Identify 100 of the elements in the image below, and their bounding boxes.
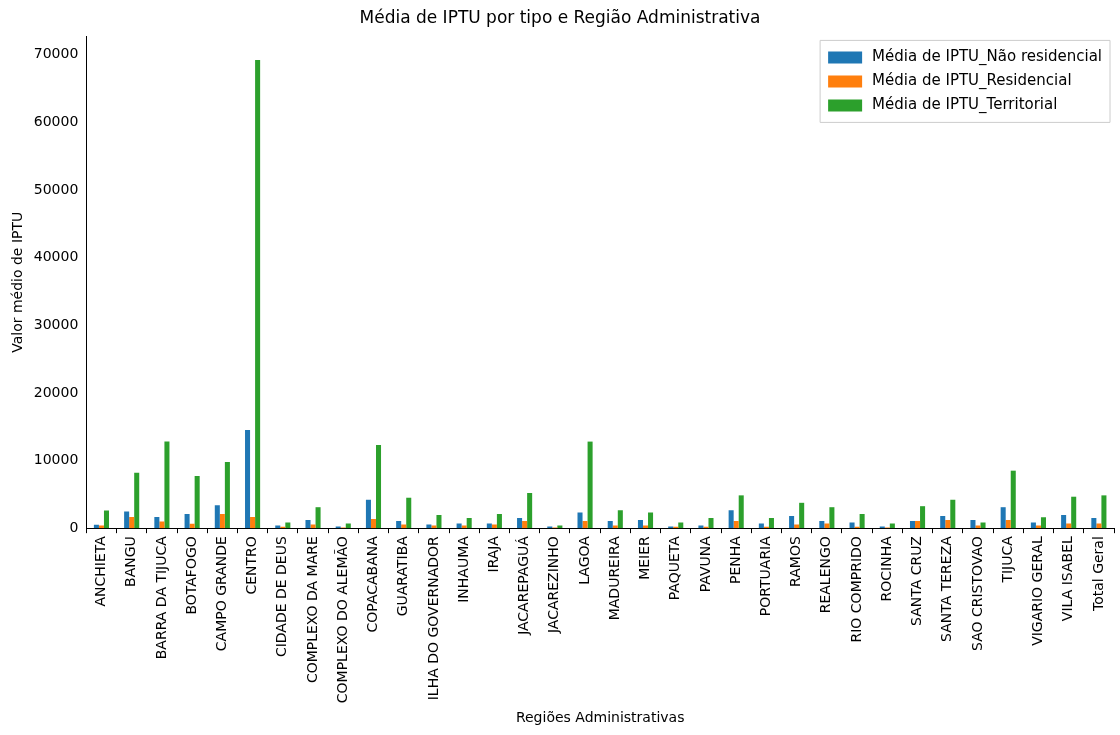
x-tick-label: LAGOA [575, 535, 592, 585]
x-tick-label: SANTA CRUZ [908, 536, 925, 626]
bar [637, 520, 643, 529]
bar [431, 525, 437, 529]
x-axis-title: Regiões Administrativas [515, 709, 685, 726]
x-tick-label: RIO COMPRIDO [847, 536, 864, 643]
legend-label: Média de IPTU_Residencial [872, 71, 1072, 91]
bar [824, 523, 830, 529]
x-tick-label: VILA ISABEL [1059, 535, 1076, 622]
bar [345, 523, 351, 529]
bar [164, 441, 170, 529]
bar [184, 513, 190, 529]
x-tick-label: JACAREZINHO [545, 536, 562, 635]
bar [124, 511, 130, 529]
bar [849, 522, 855, 529]
x-tick-label: IRAJA [485, 535, 502, 573]
bar [305, 520, 311, 529]
x-tick-label: MADUREIRA [605, 535, 622, 621]
bar [909, 521, 916, 529]
bar [285, 522, 291, 529]
bar [768, 518, 774, 529]
x-tick-label: INHAUMA [454, 535, 471, 603]
y-tick-label: 40000 [33, 248, 79, 265]
bar [436, 514, 442, 529]
bar [799, 502, 805, 529]
bar [945, 520, 951, 529]
x-tick-label: CIDADE DE DEUS [273, 536, 290, 658]
bar [950, 499, 956, 529]
bar [1061, 514, 1067, 529]
bar [1035, 525, 1041, 529]
bar [587, 441, 593, 529]
bar [491, 524, 497, 529]
bar [466, 518, 472, 529]
bar [1071, 496, 1077, 529]
bar [134, 472, 140, 529]
bar [1101, 495, 1107, 529]
bar [194, 476, 200, 529]
chart-title: Média de IPTU por tipo e Região Administrativa [359, 6, 761, 27]
x-tick-label: PAQUETA [666, 535, 683, 601]
bar [103, 510, 110, 529]
bar [708, 518, 714, 529]
x-tick-label: TIJUCA [998, 535, 1015, 584]
y-axis-title: Valor médio de IPTU [9, 211, 26, 353]
bar [1066, 523, 1072, 529]
bar [426, 524, 432, 529]
bar [376, 444, 382, 529]
bar [456, 523, 462, 529]
bar [789, 516, 795, 529]
y-tick-label: 70000 [33, 45, 79, 62]
x-tick-label: COPACABANA [364, 535, 381, 633]
bar [406, 497, 412, 529]
x-tick-label: JACAREPAGUÁ [515, 535, 532, 636]
bar [1096, 523, 1102, 529]
bar [698, 525, 704, 529]
bar [819, 521, 825, 529]
x-tick-label: PENHA [726, 535, 743, 585]
bar [98, 525, 104, 529]
bar [1005, 520, 1011, 529]
bar [859, 513, 865, 529]
y-tick-label: 50000 [33, 180, 79, 197]
bar [642, 525, 649, 529]
bar [401, 524, 407, 529]
x-tick-label: GUARATIBA [394, 535, 411, 617]
legend-label: Média de IPTU_Não residencial [872, 47, 1103, 67]
bar [728, 510, 734, 529]
bar [678, 522, 684, 529]
bar [1040, 517, 1046, 529]
x-tick-label: RAMOS [787, 536, 804, 587]
bar [970, 520, 976, 529]
legend-label: Média de IPTU_Territorial [872, 95, 1058, 115]
bar [250, 517, 256, 529]
bar [617, 510, 623, 529]
x-tick-label: SAO CRISTOVAO [968, 536, 985, 651]
bar [214, 505, 220, 529]
bar [310, 524, 316, 529]
y-tick-label: 0 [69, 518, 79, 535]
bar [980, 522, 986, 529]
bar [612, 525, 618, 529]
bar [255, 60, 261, 529]
x-tick-label: SANTA TEREZA [938, 535, 955, 642]
x-tick-label: BANGU [122, 536, 139, 587]
bar [557, 525, 563, 529]
y-tick-label: 60000 [33, 112, 79, 129]
x-tick-label: ILHA DO GOVERNADOR [424, 535, 441, 701]
bar [159, 521, 165, 529]
bar [889, 523, 895, 529]
bar [461, 525, 467, 529]
bar [794, 524, 800, 529]
x-tick-label: BARRA DA TIJUCA [152, 535, 169, 660]
x-tick-label: PAVUNA [696, 535, 713, 593]
bar [154, 517, 160, 529]
bar [224, 461, 230, 529]
bar [758, 523, 764, 529]
x-tick-label: BOTAFOGO [182, 536, 199, 615]
bar [315, 507, 321, 529]
x-tick-label: VIGARIO GERAL [1029, 535, 1046, 646]
bar [915, 521, 921, 529]
bar [486, 523, 492, 529]
bar [829, 507, 835, 529]
x-tick-label: CAMPO GRANDE [212, 536, 229, 652]
